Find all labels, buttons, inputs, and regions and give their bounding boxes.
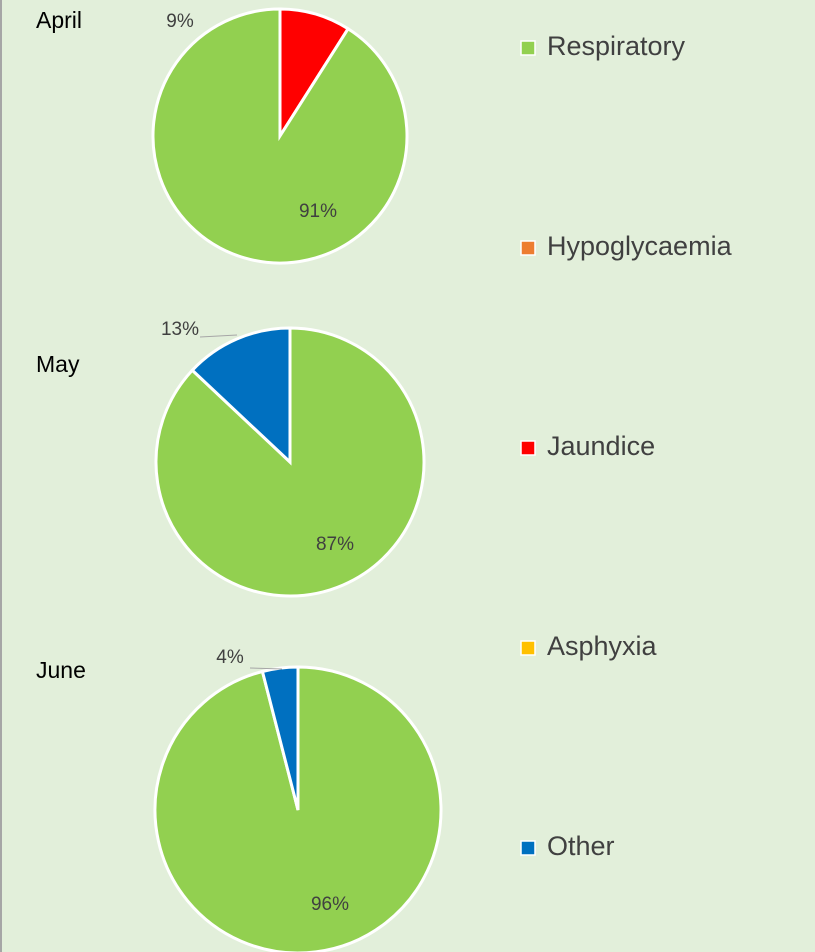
pie-title: April xyxy=(36,7,82,33)
legend-swatch xyxy=(520,440,536,456)
data-label: 9% xyxy=(166,11,194,32)
data-label: 96% xyxy=(311,894,349,915)
legend-swatch xyxy=(520,40,536,56)
pie-slice xyxy=(151,7,409,265)
data-label: 87% xyxy=(316,534,354,555)
legend-swatch xyxy=(520,840,536,856)
legend-label: Respiratory xyxy=(547,31,686,61)
legend-label: Jaundice xyxy=(547,431,655,461)
leader-line xyxy=(249,667,283,670)
legend-label: Other xyxy=(547,831,615,861)
data-label: 4% xyxy=(216,647,244,668)
pie-slice xyxy=(260,665,300,811)
pie-slice xyxy=(190,326,292,466)
legend-label: Hypoglycaemia xyxy=(547,231,733,261)
legend-swatch xyxy=(520,640,536,656)
data-label: 13% xyxy=(161,319,199,340)
pie-title: June xyxy=(36,657,86,683)
leader-line xyxy=(199,334,238,338)
legend-swatch xyxy=(520,240,536,256)
legend-label: Asphyxia xyxy=(547,631,658,661)
data-label: 91% xyxy=(299,201,337,222)
pie-title: May xyxy=(36,351,80,377)
